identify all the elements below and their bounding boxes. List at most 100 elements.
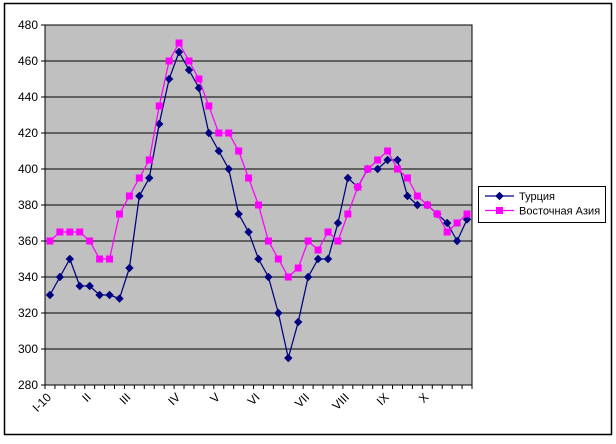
series-point-marker[interactable] bbox=[304, 237, 312, 245]
series-point-marker[interactable] bbox=[105, 290, 114, 300]
series-point-marker[interactable] bbox=[115, 210, 123, 218]
series-point-marker[interactable] bbox=[75, 281, 84, 291]
legend-item-turkey[interactable]: Турция bbox=[485, 191, 555, 203]
series-point-marker[interactable] bbox=[324, 228, 332, 236]
series-point-marker[interactable] bbox=[55, 272, 65, 282]
series-point-marker[interactable] bbox=[115, 294, 124, 303]
series-point-marker[interactable] bbox=[413, 192, 421, 200]
series-point-marker[interactable] bbox=[344, 210, 352, 218]
series-point-marker[interactable] bbox=[135, 191, 144, 201]
series-point-marker[interactable] bbox=[284, 353, 293, 363]
legend-item-east-asia[interactable]: Восточная Азия bbox=[485, 206, 600, 218]
y-axis-label: 400 bbox=[18, 162, 38, 176]
series-point-marker[interactable] bbox=[403, 174, 411, 182]
series-point-marker[interactable] bbox=[155, 102, 163, 110]
series-point-marker[interactable] bbox=[46, 237, 54, 245]
series-point-marker[interactable] bbox=[463, 210, 471, 218]
series-point-marker[interactable] bbox=[393, 155, 402, 165]
series-point-marker[interactable] bbox=[65, 254, 75, 264]
series-point-marker[interactable] bbox=[45, 290, 55, 300]
series-point-marker[interactable] bbox=[334, 237, 342, 245]
series-point-marker[interactable] bbox=[442, 218, 452, 228]
series-point-marker[interactable] bbox=[245, 174, 253, 182]
y-axis-label: 340 bbox=[18, 270, 38, 284]
series-point-marker[interactable] bbox=[343, 173, 353, 183]
series-point-marker[interactable] bbox=[255, 201, 262, 209]
series-point-marker[interactable] bbox=[313, 254, 323, 264]
series-point-marker[interactable] bbox=[274, 255, 282, 263]
series-point-marker[interactable] bbox=[384, 147, 392, 155]
series-point-marker[interactable] bbox=[394, 165, 402, 173]
series-point-marker[interactable] bbox=[125, 263, 134, 273]
series-point-marker[interactable] bbox=[433, 210, 441, 218]
series-point-marker[interactable] bbox=[462, 215, 472, 224]
y-axis-label: 440 bbox=[18, 90, 38, 104]
series-point-marker[interactable] bbox=[314, 246, 322, 254]
series-point-marker[interactable] bbox=[184, 65, 194, 75]
legend-label: Турция bbox=[519, 191, 555, 203]
series-point-marker[interactable] bbox=[205, 102, 213, 110]
series-point-marker[interactable] bbox=[264, 237, 272, 245]
series-point-marker[interactable] bbox=[106, 255, 114, 263]
legend-marker[interactable] bbox=[496, 207, 503, 214]
series-point-marker[interactable] bbox=[125, 192, 133, 200]
series-point-marker[interactable] bbox=[164, 74, 174, 84]
series-point-marker[interactable] bbox=[452, 236, 462, 246]
series-point-marker[interactable] bbox=[224, 164, 233, 174]
series-point-marker[interactable] bbox=[66, 228, 74, 236]
series-point-marker[interactable] bbox=[145, 156, 153, 164]
series-point-marker[interactable] bbox=[204, 128, 214, 138]
series-point-marker[interactable] bbox=[154, 119, 164, 129]
series-point-marker[interactable] bbox=[413, 200, 422, 210]
series-point-marker[interactable] bbox=[284, 273, 292, 281]
series-point-marker[interactable] bbox=[85, 281, 94, 291]
series-point-marker[interactable] bbox=[135, 174, 143, 182]
series-point-marker[interactable] bbox=[333, 218, 343, 228]
legend-marker[interactable] bbox=[495, 191, 504, 201]
series-point-marker[interactable] bbox=[374, 156, 382, 164]
series-point-marker[interactable] bbox=[175, 39, 183, 47]
series-point-marker[interactable] bbox=[95, 290, 104, 300]
series-point-marker[interactable] bbox=[174, 47, 184, 57]
series-point-marker[interactable] bbox=[214, 146, 223, 156]
series-point-marker[interactable] bbox=[294, 264, 302, 272]
series-point-marker[interactable] bbox=[185, 57, 193, 65]
y-axis-label: 320 bbox=[18, 306, 38, 320]
series-point-marker[interactable] bbox=[274, 308, 283, 318]
series-point-marker[interactable] bbox=[165, 57, 173, 65]
series-point-marker[interactable] bbox=[76, 228, 84, 236]
series-point-marker[interactable] bbox=[254, 254, 263, 264]
y-axis-label: 480 bbox=[18, 18, 38, 32]
series-point-marker[interactable] bbox=[373, 164, 382, 174]
series-point-marker[interactable] bbox=[303, 272, 313, 282]
y-axis-label: 280 bbox=[18, 378, 38, 392]
series-point-marker[interactable] bbox=[383, 155, 392, 165]
series-point-marker[interactable] bbox=[235, 147, 243, 155]
series-point-marker[interactable] bbox=[56, 228, 64, 236]
series-point-marker[interactable] bbox=[354, 183, 362, 191]
series-point-marker[interactable] bbox=[215, 129, 223, 137]
series-point-marker[interactable] bbox=[323, 254, 333, 264]
legend-label: Восточная Азия bbox=[519, 206, 600, 218]
series-point-marker[interactable] bbox=[364, 165, 372, 173]
series-point-marker[interactable] bbox=[225, 129, 233, 137]
y-axis-label: 420 bbox=[18, 126, 38, 140]
series-point-marker[interactable] bbox=[86, 237, 94, 245]
series-east-asia[interactable] bbox=[46, 39, 471, 281]
series-point-marker[interactable] bbox=[294, 317, 303, 327]
series-point-marker[interactable] bbox=[453, 219, 461, 227]
series-point-marker[interactable] bbox=[264, 272, 273, 282]
y-axis-label: 360 bbox=[18, 234, 38, 248]
legend[interactable]: Турция Восточная Азия bbox=[478, 186, 606, 223]
series-point-marker[interactable] bbox=[195, 75, 203, 83]
series-point-marker[interactable] bbox=[96, 255, 104, 263]
series-point-marker[interactable] bbox=[234, 209, 243, 219]
series-point-marker[interactable] bbox=[403, 191, 412, 201]
series-point-marker[interactable] bbox=[244, 227, 253, 237]
series-point-marker[interactable] bbox=[423, 201, 431, 209]
series-turkey[interactable] bbox=[45, 47, 472, 363]
series-point-marker[interactable] bbox=[443, 228, 451, 236]
series-point-marker[interactable] bbox=[145, 173, 154, 183]
